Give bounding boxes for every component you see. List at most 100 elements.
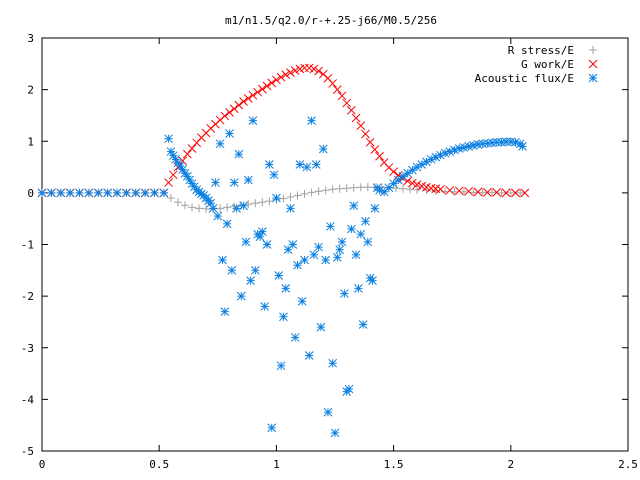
point-g-work-e — [290, 66, 300, 75]
point-r-stress-e — [216, 204, 225, 213]
point-acoustic-flux-e — [344, 384, 354, 394]
point-r-stress-e — [342, 184, 351, 193]
point-r-stress-e — [314, 187, 323, 196]
point-acoustic-flux-e — [349, 201, 359, 211]
point-acoustic-flux-e — [239, 201, 248, 211]
point-g-work-e — [412, 180, 422, 189]
point-acoustic-flux-e — [222, 219, 232, 229]
point-g-work-e — [361, 129, 370, 139]
point-acoustic-flux-e — [65, 188, 75, 198]
point-r-stress-e — [488, 188, 497, 197]
point-acoustic-flux-e — [361, 216, 370, 226]
point-r-stress-e — [188, 203, 197, 212]
point-g-work-e — [262, 81, 272, 91]
legend-label: R stress/E — [508, 44, 574, 57]
point-acoustic-flux-e — [246, 276, 255, 285]
point-r-stress-e — [173, 198, 182, 207]
point-g-work-e — [347, 105, 356, 115]
legend-label: G work/E — [521, 58, 574, 71]
x-tick-label: 0 — [39, 458, 46, 471]
point-acoustic-flux-e — [140, 188, 150, 198]
point-r-stress-e — [506, 188, 515, 197]
point-g-work-e — [272, 75, 281, 85]
point-g-work-e — [389, 167, 398, 177]
point-acoustic-flux-e — [276, 361, 286, 371]
point-acoustic-flux-e — [295, 160, 305, 169]
point-acoustic-flux-e — [347, 224, 356, 234]
point-r-stress-e — [349, 183, 358, 192]
legend-marker — [588, 73, 598, 83]
point-acoustic-flux-e — [234, 149, 244, 159]
point-r-stress-e — [251, 199, 260, 208]
point-acoustic-flux-e — [302, 162, 312, 172]
point-g-work-e — [229, 104, 239, 114]
point-g-work-e — [182, 149, 192, 159]
point-g-work-e — [365, 137, 375, 147]
point-g-work-e — [276, 72, 286, 82]
point-r-stress-e — [363, 183, 372, 192]
point-g-work-e — [337, 91, 347, 101]
series-r-stress-e — [38, 183, 525, 213]
y-tick-label: 0 — [27, 187, 34, 200]
point-acoustic-flux-e — [389, 179, 398, 188]
point-acoustic-flux-e — [211, 178, 220, 187]
point-acoustic-flux-e — [93, 188, 103, 198]
point-acoustic-flux-e — [122, 188, 131, 198]
point-acoustic-flux-e — [250, 265, 260, 275]
point-acoustic-flux-e — [358, 320, 368, 329]
point-acoustic-flux-e — [150, 188, 159, 198]
legend-label: Acoustic flux/E — [475, 72, 574, 85]
point-acoustic-flux-e — [318, 144, 328, 154]
point-acoustic-flux-e — [335, 245, 345, 255]
point-acoustic-flux-e — [354, 284, 363, 293]
point-r-stress-e — [413, 185, 422, 194]
point-acoustic-flux-e — [232, 204, 241, 213]
point-g-work-e — [220, 111, 230, 121]
point-acoustic-flux-e — [290, 333, 300, 342]
point-acoustic-flux-e — [325, 222, 335, 231]
point-acoustic-flux-e — [236, 291, 246, 301]
point-r-stress-e — [180, 201, 189, 210]
point-acoustic-flux-e — [229, 178, 239, 187]
point-acoustic-flux-e — [208, 204, 218, 213]
point-g-work-e — [483, 188, 492, 197]
point-r-stress-e — [497, 188, 506, 197]
point-acoustic-flux-e — [279, 312, 288, 322]
y-tick-label: -1 — [21, 239, 34, 252]
point-acoustic-flux-e — [248, 116, 258, 125]
point-acoustic-flux-e — [332, 253, 342, 262]
y-tick-label: -3 — [21, 342, 34, 355]
point-acoustic-flux-e — [103, 188, 112, 198]
point-r-stress-e — [202, 204, 211, 213]
point-r-stress-e — [478, 188, 487, 197]
point-g-work-e — [286, 68, 295, 77]
point-r-stress-e — [356, 183, 365, 192]
point-acoustic-flux-e — [368, 276, 377, 285]
x-tick-label: 0.5 — [149, 458, 169, 471]
series-g-work-e — [37, 63, 530, 198]
point-r-stress-e — [321, 186, 330, 195]
chart-title: m1/n1.5/q2.0/r-+.25-j66/M0.5/256 — [225, 14, 437, 27]
point-g-work-e — [520, 188, 530, 198]
point-acoustic-flux-e — [56, 188, 66, 198]
point-g-work-e — [492, 188, 502, 197]
point-acoustic-flux-e — [243, 175, 253, 185]
point-acoustic-flux-e — [328, 358, 338, 368]
point-acoustic-flux-e — [112, 188, 122, 198]
point-acoustic-flux-e — [314, 242, 323, 252]
y-tick-label: 3 — [27, 32, 34, 45]
point-g-work-e — [351, 113, 361, 123]
legend-marker — [588, 59, 598, 69]
point-g-work-e — [300, 63, 309, 73]
point-acoustic-flux-e — [159, 188, 169, 198]
point-g-work-e — [243, 94, 253, 103]
legend-marker — [589, 46, 597, 54]
point-g-work-e — [375, 151, 384, 161]
point-acoustic-flux-e — [293, 260, 302, 270]
point-g-work-e — [164, 178, 173, 187]
point-g-work-e — [309, 64, 319, 74]
point-g-work-e — [168, 170, 178, 180]
point-acoustic-flux-e — [297, 296, 307, 306]
